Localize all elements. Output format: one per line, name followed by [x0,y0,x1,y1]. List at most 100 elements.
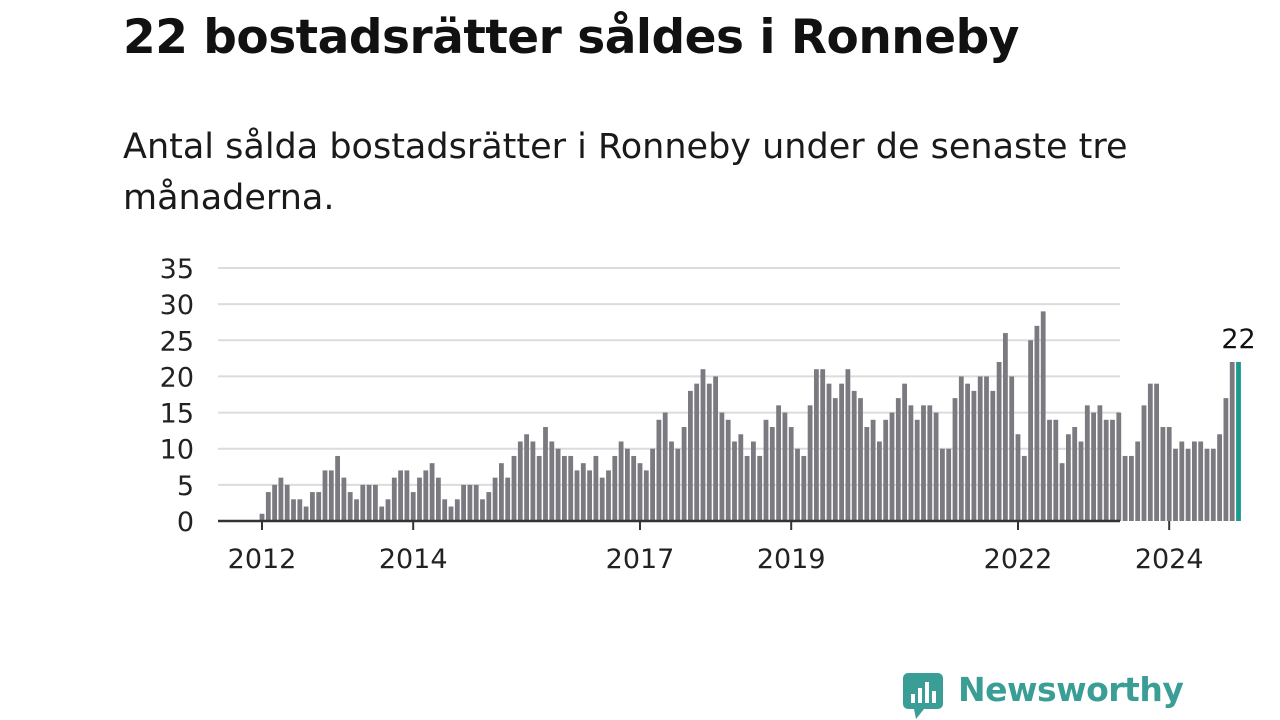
bar [499,463,504,521]
bar [574,470,580,521]
bar [379,506,385,521]
bar [1210,448,1216,521]
bar [1217,434,1222,521]
brand-name: Newsworthy [958,670,1184,709]
bar [473,484,479,521]
bar [1047,419,1052,521]
bar [442,499,448,521]
bar [587,470,592,521]
bar [1003,333,1008,521]
bar [776,405,781,521]
bar [524,434,529,521]
bar [297,499,303,521]
bar [1185,448,1191,521]
bar [335,455,340,521]
bar [404,470,410,521]
bar [347,492,353,521]
bar [706,383,712,521]
bar [921,405,926,521]
bar [1166,427,1172,521]
bar [990,390,996,521]
bar [1091,412,1096,521]
x-axis-ticks: 2012 2014 2017 2019 2022 2024 [228,521,1204,575]
bar [303,506,309,521]
bar [643,470,649,521]
bar [940,448,945,521]
bar [310,492,315,521]
bar [360,484,366,521]
bar [429,463,435,521]
bar [1154,383,1159,521]
bar [322,470,328,521]
y-tick-label: 30 [160,290,194,321]
bar [1103,419,1109,521]
bar [511,455,517,521]
bar [486,492,492,521]
bar [373,484,378,521]
bar [713,376,718,521]
bar [1223,398,1229,521]
bar [933,412,939,521]
bar [543,427,548,521]
bar [593,455,599,521]
bar [278,477,284,521]
x-tick-label: 2024 [1135,544,1204,575]
bar [977,376,983,521]
bar [265,492,271,521]
bar [291,499,296,521]
x-tick-label: 2022 [984,544,1053,575]
bar [877,441,882,521]
bar [549,441,555,521]
bar [505,477,511,521]
bar [795,448,800,521]
bar [1021,455,1027,521]
bar [284,484,290,521]
bar [927,405,933,521]
bar [895,398,901,521]
bar [637,463,643,521]
bar [1179,441,1185,521]
x-tick-label: 2017 [606,544,675,575]
bar [902,383,907,521]
newsworthy-bar-chart-icon [903,673,943,719]
bar [763,419,769,521]
bar [1147,383,1153,521]
bar [517,441,523,521]
bar [996,361,1002,521]
y-tick-label: 25 [160,326,194,357]
bar [1229,361,1235,521]
bar [568,455,574,521]
bar [366,484,372,521]
bar [751,441,756,521]
bar [864,427,870,521]
bar [719,412,725,521]
bar [694,383,700,521]
bar [259,513,265,521]
bar [908,405,914,521]
annotations: 22 [1221,324,1255,355]
bar [580,463,586,521]
bar [555,448,561,521]
bar [1040,311,1046,521]
bar [725,419,731,521]
y-tick-label: 5 [177,471,194,502]
bar [467,484,473,521]
bar [410,492,416,521]
highlight-value-label: 22 [1221,324,1255,355]
bar [1015,434,1021,521]
bar [1141,405,1147,521]
bar [417,477,422,521]
bar [631,455,637,521]
bar [769,427,775,521]
bar [1072,427,1078,521]
bar [328,470,334,521]
chart-subtitle: Antal sålda bostadsrätter i Ronneby unde… [123,127,1128,218]
bar [814,369,819,521]
bar [492,477,498,521]
bar [801,455,807,521]
bar [1110,419,1115,521]
bar [1135,441,1141,521]
y-tick-label: 10 [160,435,194,466]
bar-highlight [1236,361,1241,521]
bar [807,405,813,521]
